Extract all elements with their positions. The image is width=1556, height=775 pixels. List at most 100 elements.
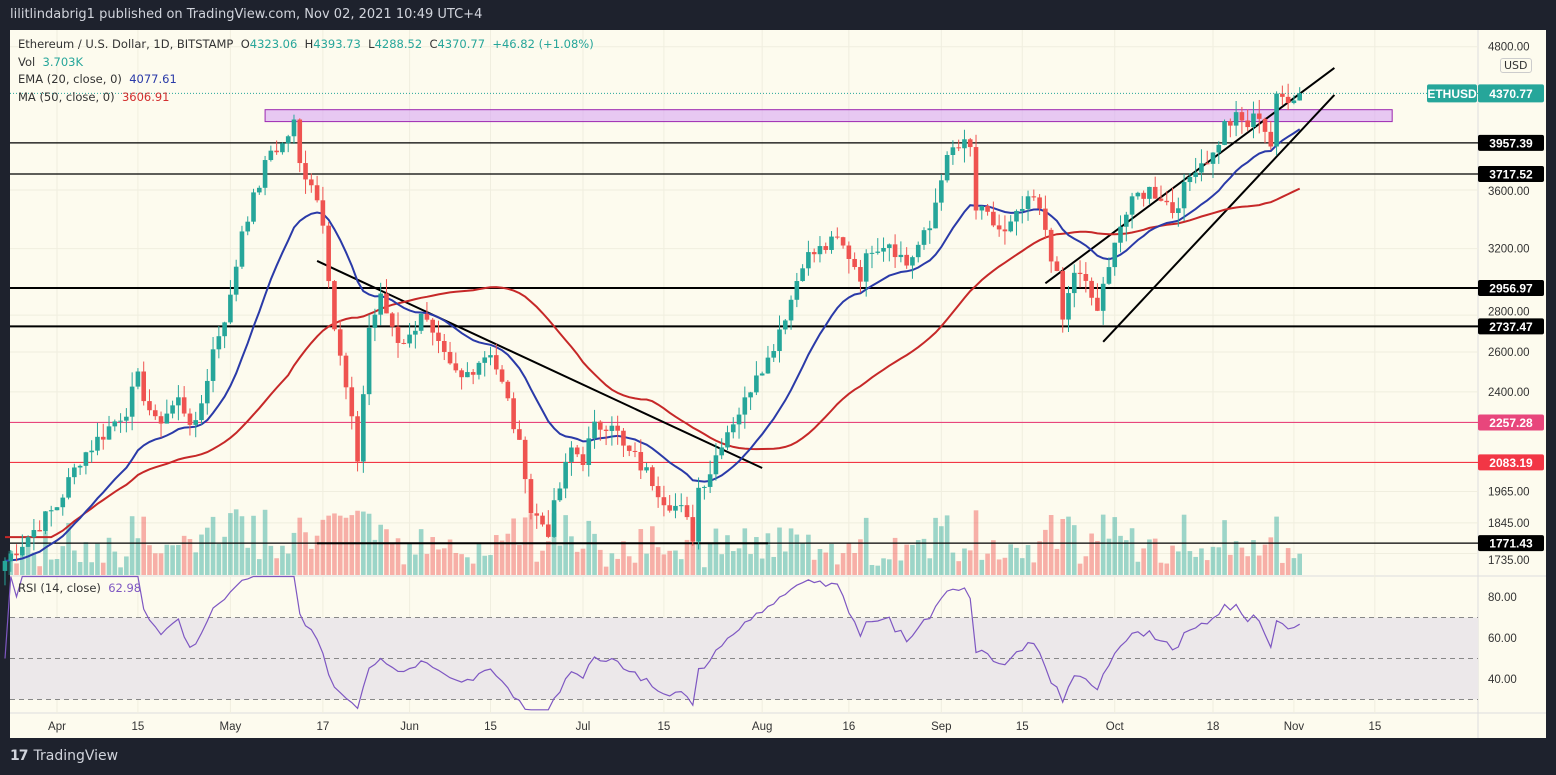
candle-body bbox=[736, 414, 742, 425]
candle-body bbox=[199, 403, 204, 421]
candle-body bbox=[2, 560, 8, 571]
rsi-label[interactable]: RSI (14, close) bbox=[18, 581, 101, 595]
candle-body bbox=[1141, 192, 1146, 199]
volume-bar bbox=[199, 534, 204, 575]
candle-body bbox=[326, 225, 331, 282]
level-price-label: 3957.39 bbox=[1489, 136, 1533, 150]
y-tick-label: 3200.00 bbox=[1488, 244, 1530, 256]
volume-bar bbox=[650, 526, 655, 575]
ema-label[interactable]: EMA (20, close, 0) bbox=[18, 72, 122, 86]
x-tick-label: Jul bbox=[576, 721, 591, 733]
volume-bar bbox=[239, 516, 245, 575]
candle-body bbox=[233, 266, 239, 295]
volume-bar bbox=[482, 555, 488, 575]
volume-bar bbox=[1158, 562, 1164, 575]
candle-body bbox=[72, 467, 77, 478]
candle-body bbox=[742, 397, 748, 415]
volume-bar bbox=[25, 546, 31, 575]
candle-body bbox=[401, 342, 407, 344]
candle bbox=[1106, 257, 1112, 285]
x-tick-label: 15 bbox=[658, 721, 671, 733]
rsi-legend: RSI (14, close) 62.98 bbox=[18, 581, 141, 595]
currency-button[interactable]: USD bbox=[1500, 58, 1532, 73]
volume-bar bbox=[505, 533, 511, 575]
ma-label[interactable]: MA (50, close, 0) bbox=[18, 89, 115, 104]
candle bbox=[112, 419, 118, 432]
candle bbox=[297, 118, 303, 173]
symbol-title[interactable]: Ethereum / U.S. Dollar, 1D, BITSTAMP bbox=[18, 37, 234, 51]
candle-body bbox=[915, 244, 921, 258]
open-label: O bbox=[240, 37, 250, 51]
vol-label[interactable]: Vol bbox=[18, 54, 36, 69]
price-legend: Ethereum / U.S. Dollar, 1D, BITSTAMP O43… bbox=[18, 36, 594, 106]
candle-body bbox=[1245, 120, 1250, 128]
candle bbox=[1060, 267, 1066, 333]
candle-body bbox=[991, 211, 996, 226]
level-price-label: 3717.52 bbox=[1489, 168, 1533, 182]
volume-bar bbox=[759, 558, 765, 575]
candle bbox=[349, 376, 355, 430]
trendline bbox=[316, 260, 763, 469]
volume-bar bbox=[1037, 541, 1042, 575]
volume-bar bbox=[1031, 562, 1037, 575]
candle-body bbox=[309, 179, 314, 186]
candle bbox=[1147, 186, 1152, 204]
candle bbox=[1222, 119, 1227, 146]
ema-value: 4077.61 bbox=[129, 72, 177, 86]
x-tick-label: Aug bbox=[752, 721, 772, 733]
volume-bar bbox=[1077, 563, 1083, 575]
volume-bar bbox=[245, 547, 251, 575]
candle bbox=[106, 415, 112, 440]
candle bbox=[320, 186, 326, 234]
candle-body bbox=[181, 397, 187, 414]
volume-bar bbox=[337, 515, 343, 575]
candle bbox=[1043, 195, 1048, 240]
volume-bar bbox=[1268, 537, 1274, 575]
candle-body bbox=[1077, 272, 1083, 275]
candle bbox=[771, 344, 777, 363]
candle bbox=[228, 280, 233, 325]
candle bbox=[719, 438, 724, 460]
open-value: 4323.06 bbox=[249, 37, 298, 51]
candle bbox=[910, 255, 915, 279]
level-price-label: 1771.43 bbox=[1489, 537, 1533, 551]
candles bbox=[2, 83, 1302, 586]
volume-bar bbox=[1170, 545, 1175, 575]
volume-bar bbox=[1251, 540, 1256, 575]
candle-body bbox=[89, 450, 94, 453]
volume-bar bbox=[216, 543, 222, 575]
candle bbox=[77, 464, 83, 475]
candle-body bbox=[707, 474, 713, 487]
level-price-tag bbox=[1478, 318, 1544, 335]
candle-body bbox=[702, 486, 707, 488]
y-tick-label: 4800.00 bbox=[1488, 42, 1530, 54]
candle-body bbox=[1228, 121, 1233, 126]
candle bbox=[453, 352, 459, 373]
volume-bar bbox=[1112, 517, 1118, 575]
volume-bar bbox=[100, 562, 106, 575]
candle-body bbox=[933, 202, 938, 229]
volume-bar bbox=[164, 544, 170, 575]
candle-body bbox=[1031, 196, 1037, 198]
volume-bar bbox=[401, 564, 407, 575]
volume-bar bbox=[621, 541, 626, 575]
candle bbox=[823, 242, 829, 254]
candle-body bbox=[1262, 118, 1268, 132]
volume-bar bbox=[285, 553, 291, 575]
volume-bar bbox=[152, 553, 158, 575]
candle-body bbox=[1251, 113, 1256, 128]
candle-body bbox=[147, 401, 152, 411]
y-tick-label: 2800.00 bbox=[1488, 306, 1530, 318]
candle bbox=[129, 372, 135, 431]
candle-body bbox=[1083, 274, 1089, 281]
candle-body bbox=[580, 454, 586, 465]
candle bbox=[170, 400, 175, 419]
x-tick-label: 15 bbox=[1016, 721, 1029, 733]
volume-bar bbox=[569, 536, 574, 575]
candle-body bbox=[1002, 229, 1008, 232]
candle bbox=[1124, 211, 1129, 242]
publish-info: lilitlindabrig1 published on TradingView… bbox=[10, 7, 483, 22]
close-label: C bbox=[429, 37, 438, 51]
volume-bar bbox=[181, 535, 187, 575]
